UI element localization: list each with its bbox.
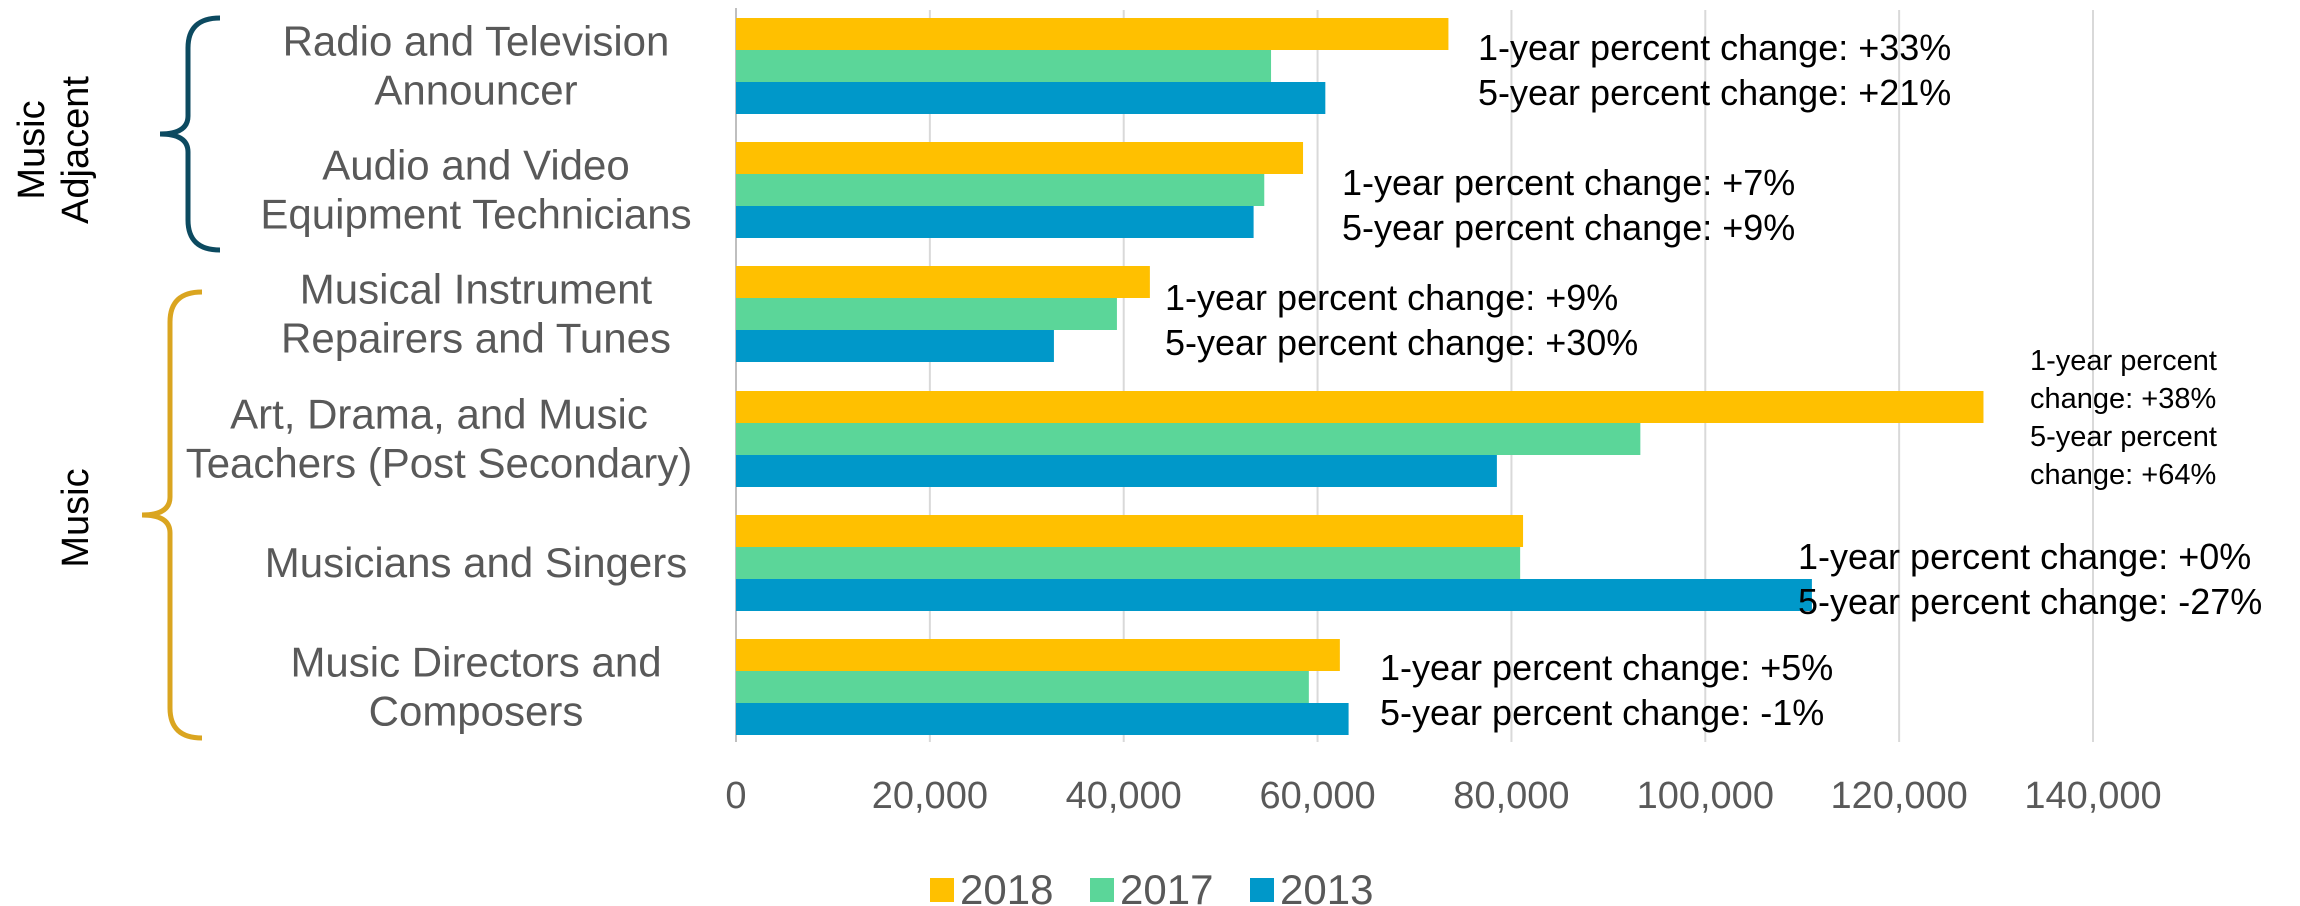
brace-music-adjacent bbox=[159, 15, 221, 253]
x-tick-label: 120,000 bbox=[1830, 775, 1967, 817]
group-label-music: Music bbox=[55, 468, 97, 567]
bar-2018 bbox=[736, 639, 1340, 671]
brace-music bbox=[141, 289, 203, 741]
legend-label: 2018 bbox=[960, 866, 1053, 906]
category-label: Audio and Video bbox=[322, 142, 630, 189]
bar-2018 bbox=[736, 266, 1150, 298]
category-label: Radio and Television bbox=[283, 18, 670, 65]
legend-swatch-2018 bbox=[930, 878, 954, 902]
category-label: Teachers (Post Secondary) bbox=[186, 440, 693, 487]
percent-change-annotation: 5-year percent change: +21% bbox=[1478, 72, 1951, 113]
bar-2017 bbox=[736, 671, 1309, 703]
percent-change-annotation: change: +64% bbox=[2030, 459, 2216, 491]
percent-change-annotation: 1-year percent change: +0% bbox=[1798, 536, 2251, 577]
x-tick-label: 140,000 bbox=[2024, 775, 2161, 817]
percent-change-annotation: 1-year percent change: +7% bbox=[1342, 162, 1795, 203]
bar-2013 bbox=[736, 703, 1349, 735]
bar-2013 bbox=[736, 455, 1497, 487]
percent-change-annotation: 1-year percent change: +9% bbox=[1165, 277, 1618, 318]
category-label: Musical Instrument bbox=[300, 266, 653, 313]
bar-2013 bbox=[736, 82, 1326, 114]
legend-label: 2017 bbox=[1120, 866, 1213, 906]
x-tick-label: 40,000 bbox=[1066, 775, 1182, 817]
x-tick-label: 60,000 bbox=[1259, 775, 1375, 817]
percent-change-annotation: 5-year percent change: -1% bbox=[1380, 692, 1824, 733]
legend-swatch-2017 bbox=[1090, 878, 1114, 902]
x-tick-label: 20,000 bbox=[872, 775, 988, 817]
category-label: Repairers and Tunes bbox=[281, 315, 671, 362]
percent-change-annotation: 5-year percent change: +9% bbox=[1342, 207, 1795, 248]
bar-2013 bbox=[736, 206, 1254, 238]
category-label: Equipment Technicians bbox=[260, 191, 691, 238]
percent-change-annotation: 5-year percent bbox=[2030, 421, 2217, 453]
bar-2018 bbox=[736, 515, 1524, 547]
bar-2018 bbox=[736, 391, 1984, 423]
legend-swatch-2013 bbox=[1250, 878, 1274, 902]
percent-change-annotation: 1-year percent change: +33% bbox=[1478, 27, 1951, 68]
legend-label: 2013 bbox=[1280, 866, 1373, 906]
category-label: Music Directors and bbox=[290, 639, 661, 686]
percent-change-annotation: 1-year percent change: +5% bbox=[1380, 647, 1833, 688]
bar-2017 bbox=[736, 547, 1521, 579]
percent-change-annotation: change: +38% bbox=[2030, 383, 2216, 415]
group-label-music-adjacent: Adjacent bbox=[55, 76, 97, 224]
category-label: Art, Drama, and Music bbox=[230, 391, 648, 438]
bar-2018 bbox=[736, 18, 1449, 50]
bar-2017 bbox=[736, 174, 1265, 206]
bar-2017 bbox=[736, 298, 1117, 330]
category-label: Musicians and Singers bbox=[265, 539, 688, 586]
bar-2013 bbox=[736, 330, 1054, 362]
bar-2013 bbox=[736, 579, 1812, 611]
category-label: Composers bbox=[369, 688, 584, 735]
bar-2017 bbox=[736, 423, 1641, 455]
percent-change-annotation: 5-year percent change: +30% bbox=[1165, 322, 1638, 363]
bar-2017 bbox=[736, 50, 1272, 82]
percent-change-annotation: 1-year percent bbox=[2030, 345, 2217, 377]
x-tick-label: 100,000 bbox=[1637, 775, 1774, 817]
category-label: Announcer bbox=[374, 67, 577, 114]
percent-change-annotation: 5-year percent change: -27% bbox=[1798, 581, 2262, 622]
bar-2018 bbox=[736, 142, 1304, 174]
x-tick-label: 80,000 bbox=[1453, 775, 1569, 817]
group-label-music-adjacent: Music bbox=[11, 100, 53, 199]
x-tick-label: 0 bbox=[725, 775, 746, 817]
